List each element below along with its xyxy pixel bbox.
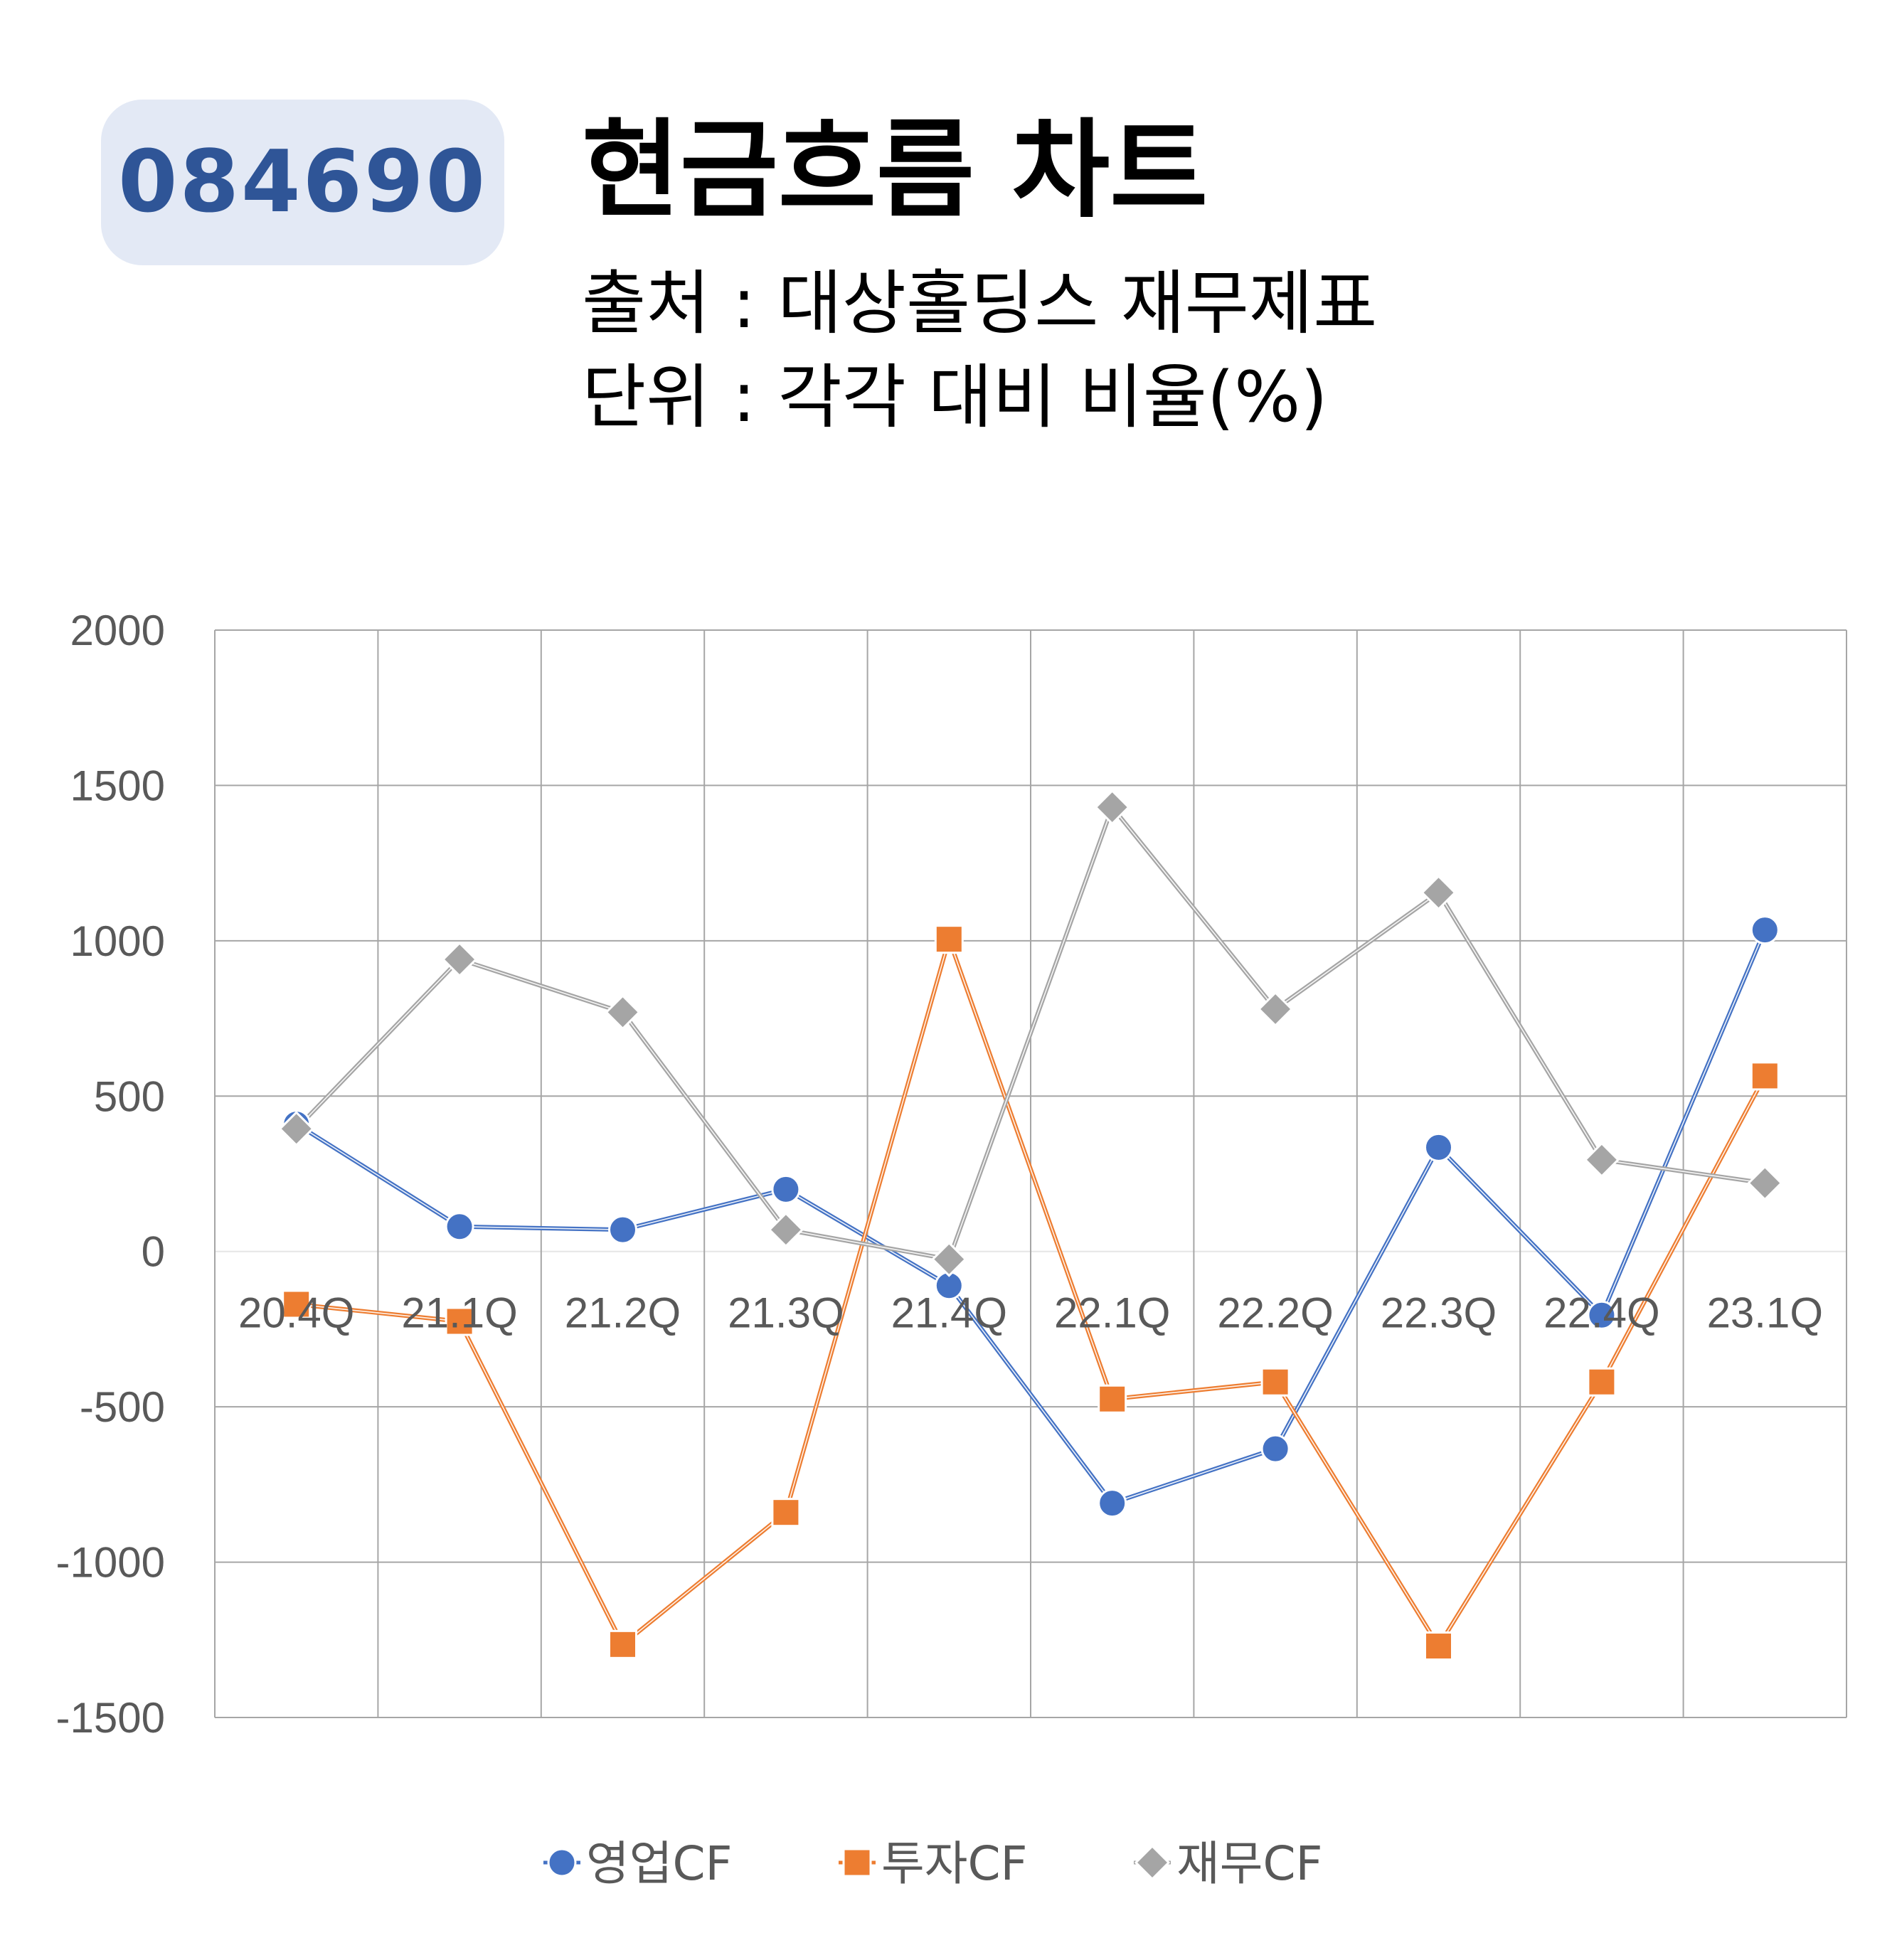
series-lines (294, 805, 1768, 1649)
y-tick-label: 2000 (70, 607, 165, 654)
source-note: 출처 : 대상홀딩스 재무제표 (582, 263, 1378, 344)
legend-marker-0 (547, 1848, 577, 1878)
data-point-1-6 (1260, 1367, 1290, 1397)
legend-label-1: 투자CF (881, 1836, 1028, 1891)
data-point-1-1 (445, 1306, 474, 1336)
cash-flow-line-chart: 2000 1500 1000 500 0 -500 -1000 -1500 20.4Q 21.1… (56, 607, 1847, 1891)
data-point-0-6 (1260, 1434, 1290, 1464)
stock-code: 084690 (118, 133, 487, 232)
legend: 영업CF 투자CF 재무CF (543, 1836, 1323, 1891)
y-tick-label: 500 (94, 1072, 165, 1120)
y-tick-label: -1000 (56, 1539, 165, 1587)
x-tick-label: 21.3Q (728, 1289, 844, 1337)
legend-label-0: 영업CF (586, 1836, 733, 1891)
data-point-0-8 (1587, 1300, 1617, 1330)
data-point-0-3 (771, 1174, 801, 1204)
data-point-0-7 (1424, 1132, 1453, 1162)
series-markers (278, 789, 1783, 1661)
data-point-2-3 (767, 1212, 804, 1248)
x-tick-label: 21.2Q (565, 1289, 681, 1337)
data-point-1-2 (608, 1629, 637, 1659)
legend-marker-1 (842, 1848, 872, 1878)
data-point-2-5 (1094, 789, 1130, 826)
data-point-0-2 (608, 1215, 637, 1245)
data-point-1-8 (1587, 1367, 1617, 1397)
stock-code-badge: 084690 (101, 100, 504, 265)
data-point-2-6 (1257, 991, 1294, 1028)
data-point-2-1 (441, 941, 478, 978)
data-point-1-7 (1424, 1631, 1453, 1661)
data-point-2-7 (1420, 875, 1457, 911)
y-tick-label: -1500 (56, 1694, 165, 1742)
data-point-1-5 (1098, 1384, 1127, 1414)
y-tick-label: -500 (80, 1383, 165, 1431)
x-tick-label: 21.1Q (401, 1289, 517, 1337)
x-tick-label: 21.4Q (891, 1289, 1007, 1337)
y-axis-ticks: 2000 1500 1000 500 0 -500 -1000 -1500 (56, 607, 165, 1742)
x-tick-label: 22.1Q (1054, 1289, 1170, 1337)
series-line-core-0 (296, 930, 1766, 1504)
legend-label-2: 재무CF (1176, 1836, 1323, 1891)
unit-note: 단위 : 각각 대비 비율(%) (582, 357, 1328, 438)
series-line-core-1 (296, 938, 1766, 1647)
legend-marker-2 (1134, 1844, 1171, 1881)
x-tick-label: 23.1Q (1707, 1289, 1823, 1337)
chart-title: 현금흐름 차트 (582, 109, 1208, 233)
y-tick-label: 1500 (70, 762, 165, 809)
data-point-1-0 (282, 1289, 312, 1319)
x-axis-ticks: 20.4Q 21.1Q 21.2Q 21.3Q 21.4Q 22.1Q 22.2Q 22.3Q… (238, 1289, 1823, 1337)
data-point-2-9 (1747, 1165, 1783, 1201)
data-point-0-9 (1750, 915, 1780, 945)
data-point-2-8 (1583, 1141, 1620, 1178)
data-point-1-9 (1750, 1061, 1780, 1091)
series-line-core-2 (296, 806, 1765, 1260)
data-point-2-4 (931, 1241, 967, 1277)
data-point-1-4 (934, 925, 964, 954)
data-point-2-0 (278, 1111, 314, 1147)
x-tick-label: 22.3Q (1381, 1289, 1497, 1337)
x-tick-label: 22.4Q (1543, 1289, 1659, 1337)
data-point-1-3 (771, 1498, 801, 1528)
x-tick-label: 20.4Q (238, 1289, 354, 1337)
y-tick-label: 0 (142, 1228, 165, 1276)
data-point-2-2 (605, 994, 641, 1030)
data-point-0-5 (1098, 1488, 1127, 1518)
x-tick-label: 22.2Q (1217, 1289, 1333, 1337)
y-tick-label: 1000 (70, 917, 165, 965)
data-point-0-1 (445, 1212, 474, 1242)
